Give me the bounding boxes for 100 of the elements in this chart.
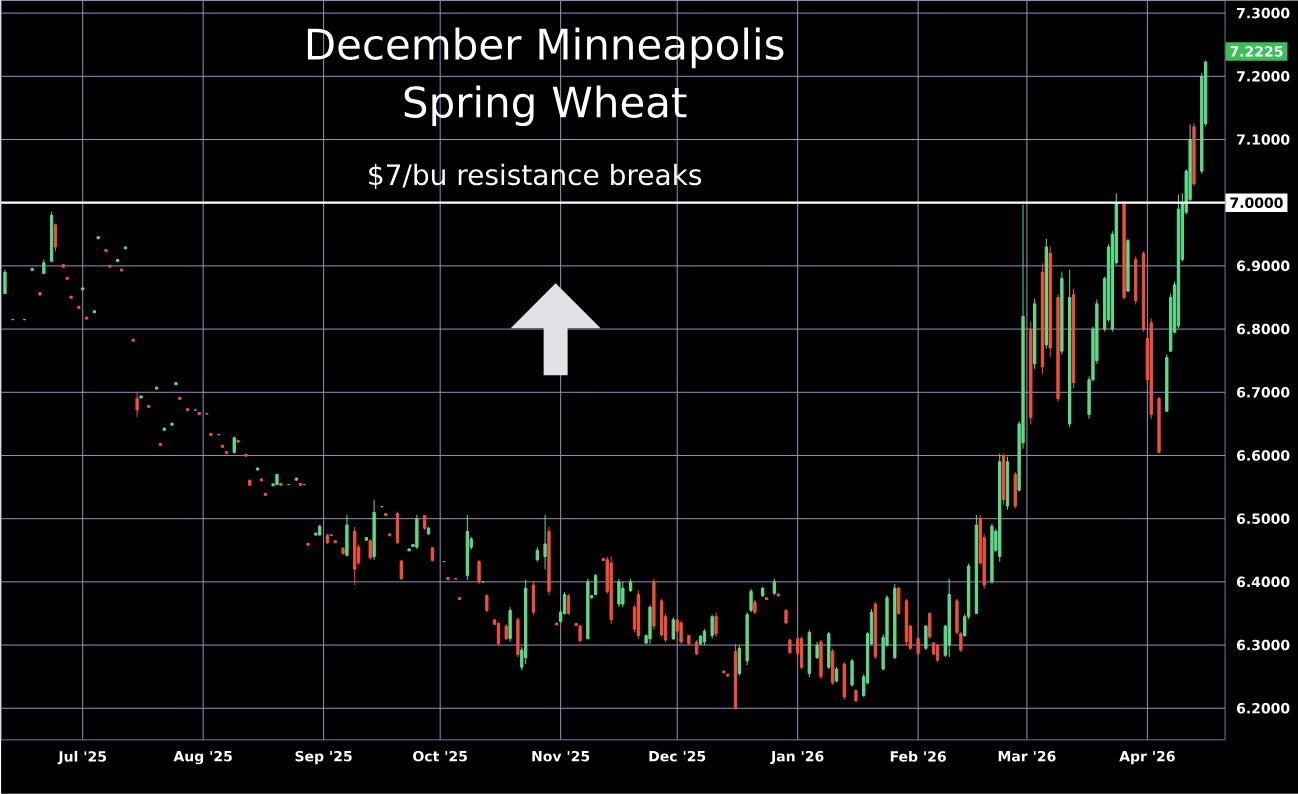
candlestick: [457, 597, 462, 601]
candlestick: [135, 391, 139, 418]
candlestick: [236, 439, 240, 444]
candlestick: [1060, 271, 1064, 355]
candlestick: [69, 295, 73, 300]
candlestick: [761, 586, 765, 598]
candlestick: [842, 661, 846, 700]
candlestick: [84, 316, 89, 321]
candlestick: [897, 586, 901, 616]
candlestick: [947, 578, 951, 658]
y-tick-label: 6.2000: [1237, 703, 1290, 714]
candlestick: [353, 526, 357, 586]
candlestick: [916, 636, 920, 656]
candlestick: [147, 405, 151, 409]
candlestick: [279, 482, 283, 487]
candlestick: [81, 286, 85, 291]
candlestick: [998, 453, 1002, 563]
candlestick: [764, 597, 769, 601]
text: 7.2225: [1230, 46, 1283, 57]
y-tick-label: 6.5000: [1237, 513, 1290, 525]
candlestick: [174, 381, 178, 386]
candlestick: [679, 620, 683, 645]
candlestick: [1056, 293, 1060, 403]
candlestick: [621, 581, 625, 608]
candlestick: [928, 611, 932, 640]
candlestick: [220, 444, 225, 449]
candlestick: [485, 593, 489, 613]
y-tick-label: 7.2000: [1237, 71, 1290, 82]
candlestick: [104, 249, 108, 253]
candlestick: [364, 536, 369, 541]
candlestick: [578, 624, 582, 643]
x-tick-label: Nov '25: [532, 751, 590, 762]
candlestick: [116, 258, 120, 263]
candlestick: [65, 276, 69, 281]
candlestick: [170, 422, 174, 426]
candlestick: [1192, 122, 1196, 187]
candlestick: [108, 264, 112, 269]
candlestick: [924, 624, 928, 651]
candlestick: [255, 467, 260, 471]
x-tick-label: Feb '26: [890, 751, 946, 762]
candlestick: [990, 523, 994, 585]
candlestick: [504, 623, 508, 641]
candlestick: [318, 524, 322, 536]
x-tick-label: Aug '25: [173, 751, 232, 765]
x-tick-label: Jul '25: [57, 751, 106, 765]
candlestick: [815, 641, 819, 660]
candlestick: [586, 578, 590, 640]
candlestick: [42, 259, 46, 275]
candlestick: [726, 673, 730, 678]
candlestick: [710, 614, 714, 640]
candlestick: [259, 478, 264, 482]
candlestick: [294, 477, 299, 481]
candlestick: [298, 482, 302, 487]
candlestick: [1013, 471, 1017, 510]
candlestick: [232, 436, 236, 455]
candlestick: [714, 611, 718, 638]
candlestick: [30, 267, 34, 271]
candlestick: [609, 556, 613, 625]
y-tick-label: 6.9000: [1237, 260, 1290, 272]
candlestick: [341, 546, 345, 556]
candlestick: [1126, 238, 1130, 293]
x-tick-label: Oct '25: [413, 751, 467, 762]
candlestick: [96, 235, 100, 240]
y-tick-label: 6.4000: [1237, 576, 1290, 588]
x-tick-label: Dec '25: [649, 751, 706, 762]
candlestick: [1029, 321, 1033, 426]
candlestick: [77, 305, 81, 310]
candlestick: [1165, 353, 1169, 413]
candlestick: [92, 309, 97, 314]
candlestick: [263, 492, 267, 497]
candlestick: [652, 578, 656, 631]
x-tick-label: Apr '26: [1119, 751, 1175, 765]
candlestick: [38, 292, 42, 297]
candlestick: [306, 542, 310, 547]
y-tick-label: 6.8000: [1237, 323, 1290, 335]
candlestick: [333, 540, 337, 544]
candlestick: [139, 395, 143, 399]
x-tick-label: Sep '25: [295, 751, 352, 765]
candlestick: [788, 638, 792, 655]
candlestick: [372, 499, 376, 561]
y-tick-label: 6.7000: [1237, 387, 1290, 398]
candlestick: [131, 338, 135, 343]
candlestick: [543, 514, 547, 570]
candlestick: [154, 386, 159, 390]
y-tick-label: 7.1000: [1237, 134, 1290, 145]
candlestick: [477, 559, 481, 585]
x-tick-label: Mar '26: [998, 751, 1056, 762]
candlestick: [753, 599, 757, 615]
candlestick: [516, 616, 520, 658]
candlestick: [185, 408, 190, 412]
candlestick: [388, 533, 392, 537]
candlestick: [547, 526, 551, 596]
candlestick: [162, 427, 166, 431]
candlestick: [671, 616, 675, 641]
candlestick: [854, 688, 858, 703]
candlestick: [119, 268, 124, 273]
candlestick: [384, 513, 388, 517]
candlestick: [1157, 396, 1161, 455]
candlestick: [158, 443, 163, 447]
ref-line-label: 7.0000: [1230, 197, 1283, 209]
